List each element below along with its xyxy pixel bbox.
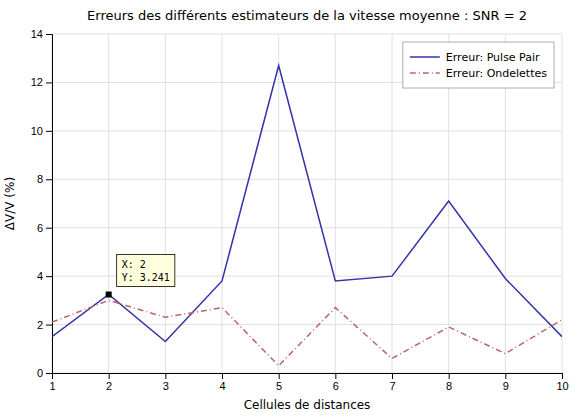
tick: 8 xyxy=(446,373,452,392)
tick-label: 10 xyxy=(556,380,568,392)
tick-label: 7 xyxy=(389,380,395,392)
tick: 2 xyxy=(37,319,52,331)
tick-label: 10 xyxy=(31,125,43,137)
tick: 12 xyxy=(31,76,52,88)
tick-label: 12 xyxy=(31,76,43,88)
tick-mark xyxy=(449,373,450,379)
tick: 6 xyxy=(333,373,339,392)
tick: 1 xyxy=(49,373,55,392)
tick-label: 2 xyxy=(106,380,112,392)
annotation: X: 2 Y: 3.241 xyxy=(117,255,175,287)
tick-mark xyxy=(46,373,52,374)
annotation-line: Y: 3.241 xyxy=(122,272,170,283)
tick-label: 6 xyxy=(333,380,339,392)
y-axis-title: ΔV/V (%) xyxy=(3,177,17,230)
tick-label: 1 xyxy=(49,380,55,392)
tick: 0 xyxy=(37,367,52,379)
grid-line-y xyxy=(52,324,562,325)
grid-line-x xyxy=(278,34,279,373)
annotation-marker xyxy=(106,292,112,298)
tick-label: 4 xyxy=(219,380,225,392)
tick-mark xyxy=(46,276,52,277)
tick: 5 xyxy=(276,373,282,392)
tick-mark xyxy=(46,179,52,180)
tick-mark xyxy=(222,373,223,379)
tick-label: 2 xyxy=(37,319,43,331)
legend-label: Erreur: Ondelettes xyxy=(446,67,547,80)
tick: 2 xyxy=(106,373,112,392)
tick-label: 8 xyxy=(37,173,43,185)
grid-line-y xyxy=(52,130,562,131)
tick-mark xyxy=(505,373,506,379)
grid-line-y xyxy=(52,227,562,228)
tick: 10 xyxy=(556,373,568,392)
legend-box xyxy=(403,42,554,88)
chart: 1234567891002468101214X: 2Y: 3.241Erreur… xyxy=(0,0,580,417)
tick: 4 xyxy=(37,270,52,282)
tick-mark xyxy=(46,228,52,229)
plot-area: 1234567891002468101214X: 2Y: 3.241Erreur… xyxy=(31,28,569,392)
title: Erreurs des différents estimateurs de la… xyxy=(87,8,527,23)
tick: 6 xyxy=(37,222,52,234)
tick-label: 3 xyxy=(163,380,169,392)
grid-line-x xyxy=(335,34,336,373)
annotation-box xyxy=(117,255,175,287)
tick: 3 xyxy=(163,373,169,392)
tick-label: 14 xyxy=(31,28,43,40)
x-axis: 1 2 3 4 5 6 7 8 9 10 xyxy=(49,373,568,392)
grid-line-y xyxy=(52,179,562,180)
grid-line-x xyxy=(562,34,563,373)
legend-swatch xyxy=(410,56,440,58)
annotation-text: X: 2 Y: 3.241 xyxy=(122,259,170,283)
grid-line-x xyxy=(222,34,223,373)
tick-label: 0 xyxy=(37,367,43,379)
tick-mark xyxy=(46,82,52,83)
tick-mark xyxy=(562,373,563,379)
tick-mark xyxy=(46,34,52,35)
tick-label: 8 xyxy=(446,380,452,392)
tick: 9 xyxy=(503,373,509,392)
axis-line xyxy=(46,35,53,374)
tick: 7 xyxy=(389,373,395,392)
tick: 8 xyxy=(37,173,52,185)
annotation-line: X: 2 xyxy=(122,259,146,270)
tick: 4 xyxy=(219,373,225,392)
tick-label: 4 xyxy=(37,270,43,282)
grid-line-y xyxy=(52,34,562,35)
tick-mark xyxy=(335,373,336,379)
series-line xyxy=(52,300,562,365)
tick-mark xyxy=(46,325,52,326)
tick-label: 9 xyxy=(503,380,509,392)
tick-mark xyxy=(392,373,393,379)
series-line xyxy=(52,65,562,341)
x-axis-title: Cellules de distances xyxy=(244,398,371,412)
legend-item: Erreur: Pulse Pair xyxy=(410,51,540,64)
marks xyxy=(52,65,562,365)
legend-swatch xyxy=(410,72,440,74)
axis-line xyxy=(53,374,563,380)
grid-line-x xyxy=(392,34,393,373)
legend-item: Erreur: Ondelettes xyxy=(410,67,547,80)
legend: Erreur: Pulse Pair Erreur: Ondelettes xyxy=(403,42,554,88)
grid xyxy=(52,34,562,373)
y-axis: 0 2 4 6 8 10 12 14 xyxy=(31,28,53,379)
tick: 10 xyxy=(31,125,52,137)
tick-mark xyxy=(109,373,110,379)
tick: 14 xyxy=(31,28,52,40)
grid-line-x xyxy=(108,34,109,373)
grid-line-x xyxy=(165,34,166,373)
tick-label: 6 xyxy=(37,222,43,234)
tick-mark xyxy=(279,373,280,379)
tick-mark xyxy=(165,373,166,379)
tick-mark xyxy=(46,131,52,132)
tick-label: 5 xyxy=(276,380,282,392)
legend-label: Erreur: Pulse Pair xyxy=(446,51,540,64)
